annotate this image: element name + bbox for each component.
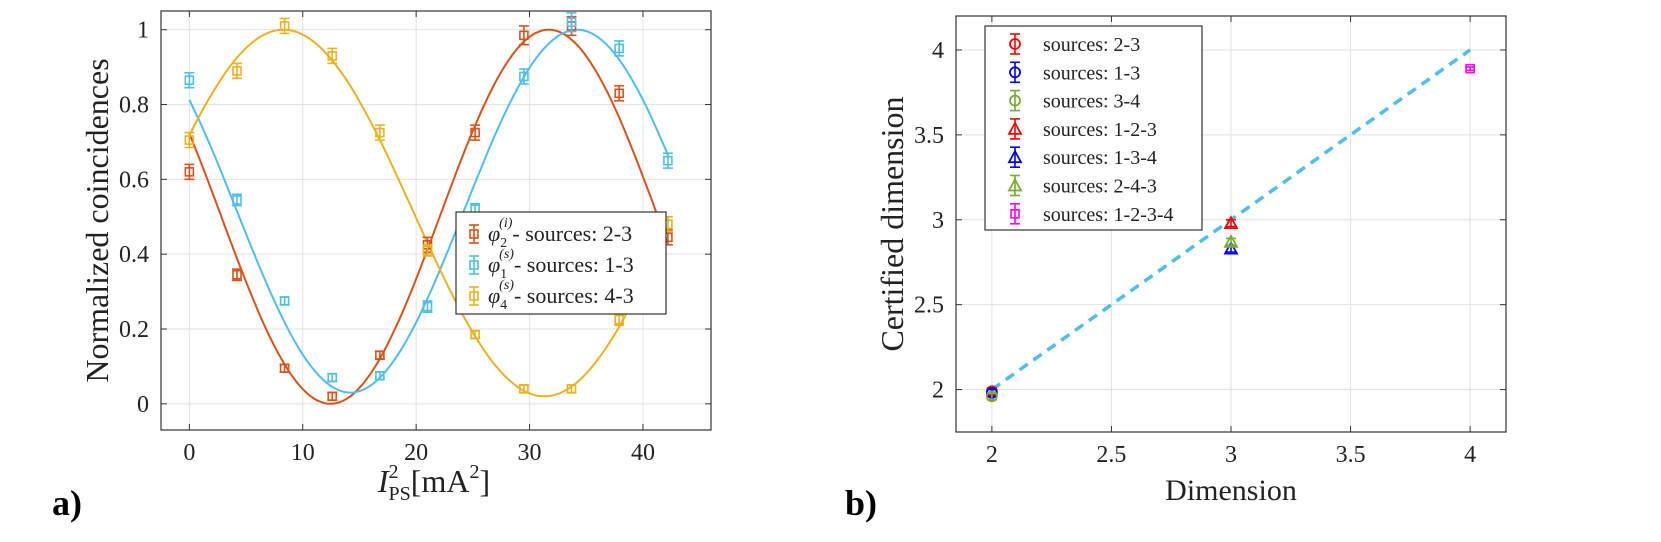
x-tick-label: 40 xyxy=(631,440,655,466)
legend-marker xyxy=(469,291,479,301)
data-point xyxy=(327,372,338,383)
data-point xyxy=(470,329,480,340)
data-point xyxy=(232,269,242,280)
y-tick-label: 0.8 xyxy=(119,93,149,119)
legend-label: φ2(i)- sources: 2-3 xyxy=(488,216,632,251)
legend-label: sources: 2-4-3 xyxy=(1043,176,1157,198)
data-point xyxy=(184,75,195,86)
data-point xyxy=(184,135,195,145)
legend-label: φ4(s)- sources: 4-3 xyxy=(488,278,634,313)
y-axis-label: Normalized coincidences xyxy=(79,58,115,382)
data-point xyxy=(375,370,385,381)
legend-label: sources: 1-2-3-4 xyxy=(1043,204,1174,226)
data-point xyxy=(519,30,529,41)
y-tick-label: 3.5 xyxy=(914,123,944,149)
data-point xyxy=(279,363,290,374)
data-point xyxy=(232,195,242,205)
legend-marker xyxy=(469,229,479,239)
data-point xyxy=(279,296,290,306)
data-point xyxy=(519,71,529,82)
data-point xyxy=(566,384,577,394)
legend-box xyxy=(984,25,1203,231)
x-tick-label: 4 xyxy=(1464,442,1476,468)
panel-a-chart: 0 10 20 30 40 0 0.2 0.4 0.6 0.8 1 φ2(i)- sources: 2… xyxy=(79,10,712,505)
legend-marker xyxy=(1009,38,1021,50)
fit-curve xyxy=(188,28,669,394)
data-point xyxy=(232,66,242,76)
legend-marker xyxy=(1007,121,1023,135)
y-tick-label: 1 xyxy=(137,18,149,44)
x-tick-label: 3.5 xyxy=(1336,442,1366,468)
x-tick-label: 10 xyxy=(291,440,315,466)
data-point xyxy=(985,390,998,403)
legend-label: sources: 1-2-3 xyxy=(1043,119,1157,141)
data-point xyxy=(279,21,290,31)
y-tick-label: 4 xyxy=(932,38,944,64)
legend-label: sources: 2-3 xyxy=(1043,34,1140,56)
data-point xyxy=(1465,63,1475,74)
legend-label: sources: 1-3-4 xyxy=(1043,147,1157,169)
x-tick-label: 0 xyxy=(183,440,195,466)
data-point xyxy=(1223,240,1239,255)
y-axis-label: Certified dimension xyxy=(874,96,910,351)
data-point xyxy=(614,43,624,54)
x-axis-label: I2 PS[mA2] xyxy=(377,461,490,505)
data-point xyxy=(375,127,385,138)
data-point xyxy=(327,51,338,61)
data-point xyxy=(519,384,529,394)
legend-marker xyxy=(469,260,479,270)
legend-label: sources: 1-3 xyxy=(1043,62,1140,84)
y-tick-label: 3 xyxy=(932,208,944,234)
y-tick-label: 0.4 xyxy=(119,242,149,268)
data-point xyxy=(422,245,433,256)
legend-label: φ1(s)- sources: 1-3 xyxy=(488,247,634,282)
panel-label-a: a) xyxy=(52,483,82,523)
axes-frame xyxy=(955,15,1507,433)
legend-marker xyxy=(1007,177,1023,192)
data-point xyxy=(1223,215,1239,230)
data-point xyxy=(422,301,433,312)
data-point xyxy=(566,17,577,28)
data-point xyxy=(470,127,480,138)
x-tick-label: 20 xyxy=(404,440,428,466)
x-tick-label: 2.5 xyxy=(1096,442,1126,468)
y-tick-label: 0.6 xyxy=(119,167,149,193)
data-point xyxy=(614,314,624,325)
y-tick-label: 2 xyxy=(932,378,944,404)
data-point xyxy=(663,155,673,166)
data-point xyxy=(184,167,195,177)
legend-marker xyxy=(1009,94,1021,107)
data-point xyxy=(375,350,385,360)
legend-marker xyxy=(1007,149,1023,164)
x-tick-label: 2 xyxy=(986,442,998,468)
x-axis-label: Dimension xyxy=(1165,474,1297,507)
legend-label: sources: 3-4 xyxy=(1043,91,1140,113)
panel-label-b: b) xyxy=(845,483,878,523)
y-tick-label: 0 xyxy=(137,392,149,418)
legend-box xyxy=(455,211,667,315)
y-tick-label: 0.2 xyxy=(119,317,149,343)
x-tick-label: 30 xyxy=(518,440,542,466)
data-point xyxy=(1223,233,1239,248)
data-point xyxy=(327,391,338,402)
legend-marker xyxy=(1010,209,1020,219)
legend-marker xyxy=(1009,66,1021,79)
panel-b-chart: 2 2.5 3 3.5 4 2 2.5 3 3.5 4 sources: 2-3 sources: 1… xyxy=(874,15,1507,507)
y-tick-label: 2.5 xyxy=(914,293,944,319)
data-point xyxy=(614,88,624,99)
axes-frame xyxy=(160,10,712,431)
x-tick-label: 3 xyxy=(1225,442,1237,468)
